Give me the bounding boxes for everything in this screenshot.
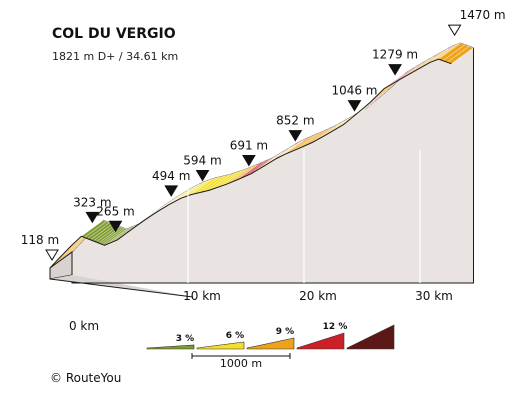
profile-top-band bbox=[49, 42, 475, 269]
peak-elevation-label: 691 m bbox=[230, 138, 268, 152]
profile-base bbox=[49, 251, 474, 298]
peak-marker bbox=[288, 130, 303, 142]
peak-elevation-label: 323 m bbox=[73, 195, 111, 209]
peak-elevation-label: 1279 m bbox=[372, 48, 418, 62]
peak-marker bbox=[85, 211, 100, 224]
profile-stripe bbox=[246, 159, 270, 176]
profile-stripe bbox=[302, 130, 326, 148]
profile-stripe bbox=[410, 56, 434, 74]
profile-stripe bbox=[93, 224, 116, 242]
distance-ticks: 0 km 10 km 20 km 30 km bbox=[69, 150, 453, 333]
profile-stripe bbox=[233, 164, 257, 182]
peak-marker bbox=[242, 154, 256, 167]
profile-stripe bbox=[425, 48, 449, 66]
gradient-legend: 3 % 6 % 9 % 12 % 1000 m bbox=[146, 322, 395, 370]
peak-marker bbox=[347, 100, 362, 112]
chart-title: COL DU VERGIO bbox=[52, 26, 176, 42]
profile-base-edge bbox=[49, 278, 194, 298]
peak-elevation-label: 118 m bbox=[21, 233, 59, 247]
profile-stripe bbox=[102, 228, 125, 245]
legend-label: 3 % bbox=[176, 334, 194, 344]
peak-elevation-label: 852 m bbox=[276, 114, 314, 128]
profile-stripe bbox=[187, 179, 211, 197]
peak-marker bbox=[45, 249, 59, 261]
peak-elevation-label: 594 m bbox=[183, 153, 221, 167]
peak-elevation-label: 1470 m bbox=[460, 8, 506, 22]
profile-stripe bbox=[432, 44, 456, 62]
profile-stripe bbox=[307, 128, 330, 145]
peak-elevation-label: 1046 m bbox=[331, 84, 377, 98]
profile-stripe bbox=[316, 123, 340, 141]
profile-stripe bbox=[108, 227, 132, 244]
legend-swatch bbox=[346, 324, 395, 350]
peak-marker bbox=[108, 220, 123, 233]
peak-marker bbox=[388, 64, 402, 76]
profile-stripe bbox=[288, 136, 312, 153]
peak-elevation-label: 265 m bbox=[96, 204, 134, 218]
profile-stripe bbox=[435, 43, 459, 61]
profile-stripe bbox=[87, 222, 110, 240]
profile-stripe bbox=[84, 221, 107, 238]
peak-marker bbox=[447, 24, 462, 37]
distance-tick-label: 10 km bbox=[183, 289, 221, 303]
profile-front-edge bbox=[49, 58, 452, 269]
profile-stripe bbox=[202, 175, 226, 193]
profile-stripe bbox=[374, 81, 398, 99]
profile-stripe bbox=[214, 172, 237, 189]
profile-stripe bbox=[56, 244, 80, 261]
peak-marker bbox=[195, 169, 210, 182]
profile-stripe bbox=[420, 51, 444, 68]
distance-tick-label: 0 km bbox=[69, 319, 99, 333]
peak-elevation-label: 494 m bbox=[152, 169, 190, 183]
profile-stripe bbox=[442, 44, 466, 62]
legend-swatch bbox=[296, 332, 345, 350]
profile-stripe bbox=[53, 247, 76, 265]
legend-label: 9 % bbox=[276, 327, 294, 337]
scale-bar-label: 1000 m bbox=[220, 357, 262, 370]
profile-stripe bbox=[405, 59, 428, 77]
profile-stripe bbox=[321, 121, 344, 138]
profile-base-front bbox=[50, 275, 193, 297]
profile-wall bbox=[71, 42, 474, 284]
profile-stripe bbox=[242, 161, 265, 178]
distance-tick-label: 30 km bbox=[415, 289, 453, 303]
profile-stripe bbox=[112, 225, 136, 243]
legend-label: 6 % bbox=[226, 331, 244, 341]
profile-back-wall bbox=[71, 42, 474, 284]
legend-swatch bbox=[146, 344, 195, 350]
profile-stripe bbox=[197, 176, 220, 194]
profile-stripe bbox=[229, 166, 253, 184]
peak-marker bbox=[164, 185, 179, 197]
profile-stripe bbox=[173, 185, 196, 203]
profile-stripe bbox=[220, 169, 243, 187]
copyright-text: © RouteYou bbox=[50, 371, 122, 385]
profile-stripe bbox=[100, 227, 123, 245]
profile-stripe bbox=[281, 139, 305, 157]
distance-tick-label: 20 km bbox=[299, 289, 337, 303]
chart-subtitle: 1821 m D+ / 34.61 km bbox=[52, 50, 179, 63]
legend-label: 12 % bbox=[323, 322, 348, 332]
profile-stripe bbox=[293, 134, 316, 152]
legend-swatch bbox=[196, 341, 245, 350]
profile-stripe bbox=[446, 45, 470, 63]
profile-stripe bbox=[63, 236, 87, 254]
legend-swatch bbox=[246, 337, 295, 350]
